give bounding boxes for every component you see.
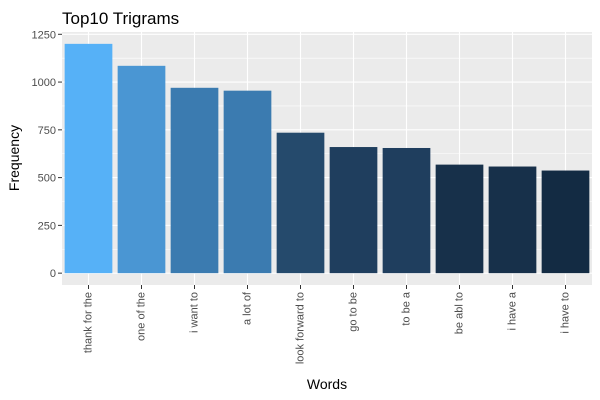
- y-tick-label: 250: [38, 220, 56, 232]
- x-tick-label: one of the: [136, 292, 148, 341]
- y-tick-label: 750: [38, 125, 56, 137]
- y-tick-label: 1250: [32, 29, 56, 41]
- bar-i-want-to: [170, 87, 219, 274]
- x-tick-label: i have to: [560, 292, 572, 334]
- bar-a-lot-of: [223, 90, 272, 274]
- y-tick-label: 1000: [32, 77, 56, 89]
- y-tick-label: 0: [50, 268, 56, 280]
- bar-thank-for-the: [64, 43, 113, 274]
- x-tick-label: look forward to: [295, 292, 307, 364]
- x-axis: thank for the one of the i want to a lot of…: [83, 285, 572, 364]
- x-tick-label: be abl to: [454, 292, 466, 334]
- bar-to-be-a: [382, 147, 431, 274]
- bars-group: [64, 43, 590, 274]
- y-axis-title: Frequency: [6, 125, 22, 191]
- x-tick-label: a lot of: [242, 291, 254, 325]
- x-tick-label: to be a: [401, 291, 413, 326]
- x-tick-label: i want to: [189, 292, 201, 333]
- bar-i-have-to: [541, 170, 590, 274]
- y-axis: 0 250 500 750 1000 1250: [32, 29, 62, 280]
- y-tick-label: 500: [38, 173, 56, 185]
- bar-go-to-be: [329, 147, 378, 274]
- bar-be-abl-to: [435, 164, 484, 274]
- bar-look-forward-to: [276, 132, 325, 274]
- bar-one-of-the: [117, 65, 166, 274]
- x-axis-title: Words: [307, 376, 347, 392]
- chart-title: Top10 Trigrams: [62, 9, 179, 28]
- x-tick-label: go to be: [348, 292, 360, 332]
- x-tick-label: i have a: [507, 291, 519, 330]
- x-tick-label: thank for the: [83, 292, 95, 353]
- bar-i-have-a: [488, 166, 537, 274]
